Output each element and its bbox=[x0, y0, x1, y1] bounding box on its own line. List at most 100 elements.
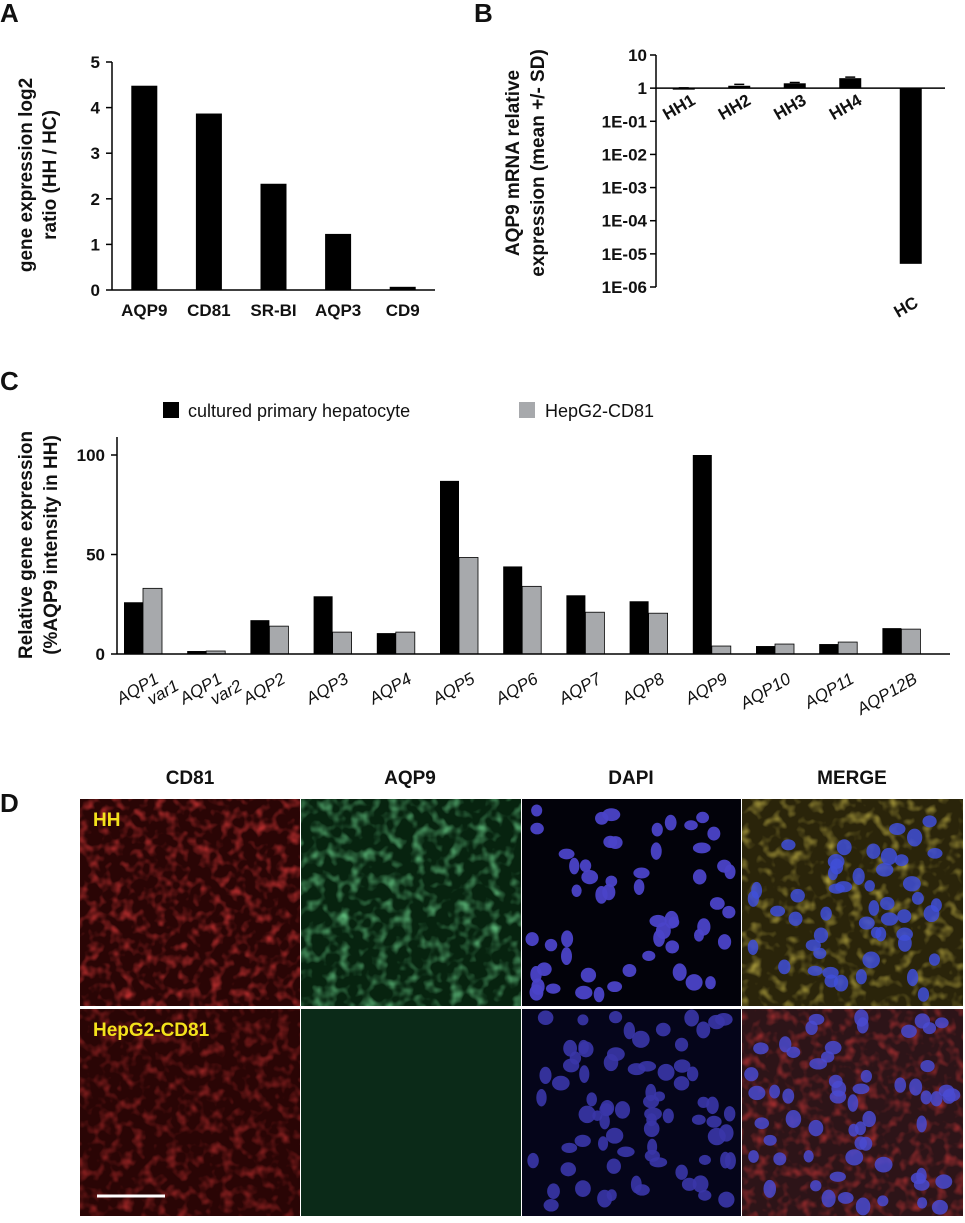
nucleus-shape bbox=[860, 1069, 872, 1083]
nucleus-shape bbox=[575, 985, 593, 1000]
micrograph-hepg2-aqp9 bbox=[301, 1009, 521, 1216]
panel-b-category-label: HC bbox=[891, 293, 922, 322]
nucleus-shape bbox=[707, 826, 721, 841]
panel-c-bar-primary-aqp8 bbox=[629, 601, 649, 654]
panel-c-category-label: AQP6 bbox=[492, 669, 542, 709]
nucleus-shape bbox=[790, 888, 805, 903]
nucleus-shape bbox=[544, 938, 558, 952]
nucleus-shape bbox=[744, 1067, 759, 1082]
nucleus-shape bbox=[724, 1152, 736, 1170]
panel-b-ytick-label: 1E-06 bbox=[602, 278, 647, 297]
nucleus-shape bbox=[778, 959, 791, 975]
nucleus-shape bbox=[830, 858, 844, 875]
nucleus-shape bbox=[692, 1175, 709, 1193]
nucleus-shape bbox=[599, 1113, 610, 1130]
nucleus-shape bbox=[753, 1042, 769, 1055]
nucleus-shape bbox=[696, 811, 710, 824]
nucleus-shape bbox=[622, 964, 637, 977]
nucleus-shape bbox=[665, 940, 680, 954]
panel-b-ytick-label: 1E-01 bbox=[602, 112, 647, 131]
nucleus-shape bbox=[653, 1091, 666, 1102]
panel-c-category-label: AQP2 bbox=[239, 669, 289, 709]
nucleus-shape bbox=[747, 890, 759, 907]
nucleus-shape bbox=[664, 910, 679, 929]
panel-a-category-label: SR-BI bbox=[250, 301, 296, 320]
nucleus-shape bbox=[859, 1136, 873, 1151]
nucleus-shape bbox=[561, 930, 574, 948]
panel-c-bar-hepg2-aqp8 bbox=[648, 612, 668, 655]
panel-a-bar-aqp3 bbox=[325, 233, 352, 290]
nucleus-shape bbox=[575, 1180, 591, 1197]
nucleus-shape bbox=[706, 1096, 719, 1115]
nucleus-shape bbox=[805, 1020, 818, 1035]
nucleus-shape bbox=[880, 896, 895, 911]
nucleus-shape bbox=[852, 1083, 870, 1095]
nucleus-shape bbox=[874, 1156, 893, 1173]
panel-c-bar-primary-aqp1-var2 bbox=[187, 651, 207, 654]
nucleus-shape bbox=[598, 1136, 609, 1151]
nucleus-shape bbox=[836, 839, 852, 856]
panel-a-bar-sr-bi bbox=[260, 183, 287, 290]
panel-a-ytick-label: 3 bbox=[91, 144, 100, 163]
nucleus-shape bbox=[894, 854, 909, 867]
panel-a-ytick-label: 2 bbox=[91, 190, 100, 209]
nucleus-shape bbox=[717, 934, 732, 950]
panel-b-bar-hh4 bbox=[839, 78, 862, 89]
nucleus-shape bbox=[608, 836, 623, 849]
panel-c-bar-hepg2-aqp4 bbox=[395, 631, 416, 655]
nucleus-shape bbox=[569, 1051, 582, 1065]
panel-a-category-label: AQP3 bbox=[315, 301, 361, 320]
nucleus-shape bbox=[571, 884, 582, 897]
panel-b-ytick-label: 1 bbox=[638, 79, 647, 98]
nucleus-shape bbox=[614, 1101, 631, 1119]
nucleus-shape bbox=[536, 962, 552, 976]
nucleus-shape bbox=[810, 1180, 822, 1192]
nucleus-shape bbox=[803, 1150, 814, 1163]
nucleus-shape bbox=[529, 984, 544, 1001]
nucleus-shape bbox=[707, 1127, 726, 1146]
nucleus-shape bbox=[634, 1184, 650, 1196]
panel-b-ytick-label: 1E-05 bbox=[602, 245, 647, 264]
nucleus-shape bbox=[821, 1189, 836, 1208]
nucleus-shape bbox=[906, 968, 919, 987]
nucleus-shape bbox=[595, 885, 608, 904]
nucleus-shape bbox=[880, 912, 899, 926]
nucleus-shape bbox=[922, 815, 937, 828]
nucleus-shape bbox=[847, 1094, 859, 1112]
nucleus-shape bbox=[672, 963, 687, 981]
nucleus-shape bbox=[633, 867, 650, 879]
nucleus-shape bbox=[560, 1162, 577, 1177]
panel-b-ytick-label: 1E-03 bbox=[602, 179, 647, 198]
nucleus-shape bbox=[633, 879, 645, 896]
nucleus-shape bbox=[525, 932, 539, 947]
nucleus-shape bbox=[709, 897, 725, 910]
panel-b-category-label: HH2 bbox=[715, 91, 754, 124]
panel-c-bar-primary-aqp7 bbox=[566, 595, 586, 654]
nucleus-shape bbox=[820, 1051, 835, 1063]
legend-label-hepg2: HepG2-CD81 bbox=[545, 401, 654, 421]
nucleus-shape bbox=[684, 1009, 699, 1027]
panel-b-ylabel-line2: expression (mean +/- SD) bbox=[528, 49, 549, 277]
nucleus-shape bbox=[894, 1077, 907, 1093]
nucleus-shape bbox=[747, 939, 759, 955]
nucleus-shape bbox=[539, 1066, 552, 1085]
nucleus-shape bbox=[722, 905, 736, 919]
panel-c-category-label: AQP4 bbox=[365, 669, 415, 709]
nucleus-shape bbox=[705, 976, 716, 990]
nucleus-shape bbox=[623, 1022, 636, 1040]
nucleus-shape bbox=[685, 974, 703, 991]
panel-b-bar-hh2 bbox=[728, 85, 751, 89]
row-label-hepg2-cd81: HepG2-CD81 bbox=[93, 1020, 210, 1041]
panel-a-category-label: CD81 bbox=[187, 301, 230, 320]
nucleus-shape bbox=[779, 1036, 792, 1053]
panel-label-a: A bbox=[0, 0, 19, 28]
nucleus-shape bbox=[531, 804, 543, 817]
nucleus-shape bbox=[909, 1078, 923, 1096]
nucleus-shape bbox=[643, 1120, 660, 1138]
panel-c-bar-hepg2-aqp3 bbox=[332, 631, 353, 655]
nucleus-shape bbox=[781, 839, 796, 851]
nucleus-shape bbox=[696, 1021, 711, 1039]
nucleus-shape bbox=[748, 1085, 766, 1101]
panel-c-bar-hepg2-aqp7 bbox=[585, 611, 605, 655]
